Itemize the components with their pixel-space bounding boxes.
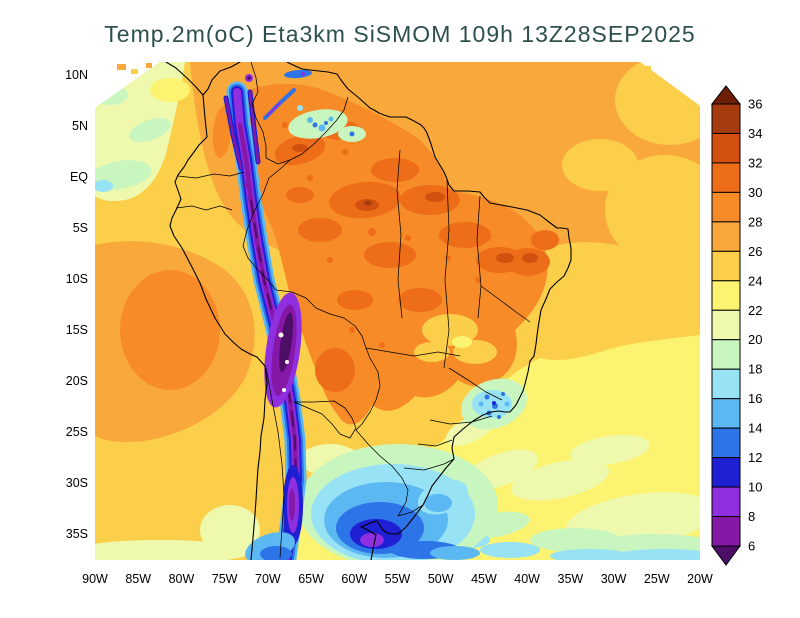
colorbar-segment: [711, 398, 741, 429]
political-borders: [175, 62, 531, 559]
colorbar-tick-label: 26: [748, 244, 762, 259]
santa-marta-spot: [244, 74, 253, 201]
guiana-highland-specks: [284, 69, 366, 142]
coastline-west: [169, 62, 268, 560]
temperature-field: [95, 62, 700, 560]
y-tick-label: 15S: [66, 323, 88, 337]
x-tick-label: 85W: [125, 572, 151, 586]
south-cold-pool: [298, 444, 498, 560]
colorbar-segment: [711, 221, 741, 252]
chart-title: Temp.2m(oC) Eta3km SiSMOM 109h 13Z28SEP2…: [104, 21, 695, 47]
colorbar-tick-label: 28: [748, 214, 762, 229]
x-tick-label: 80W: [169, 572, 195, 586]
y-tick-label: 30S: [66, 476, 88, 490]
x-tick-label: 55W: [385, 572, 411, 586]
x-tick-label: 25W: [644, 572, 670, 586]
colorbar-segment: [711, 309, 741, 341]
x-tick-label: 40W: [514, 572, 540, 586]
coastline-east: [286, 62, 572, 560]
x-tick-label: 90W: [82, 572, 108, 586]
altiplano-white-spots: [278, 332, 289, 392]
chile-coast-cool-strip: [245, 532, 295, 560]
colorbar-segment: [711, 280, 741, 311]
colorbar-segment: [711, 250, 741, 282]
colorbar-tick-label: 20: [748, 332, 762, 347]
colorbar-tick-label: 24: [748, 273, 762, 288]
colorbar-segment: [711, 457, 741, 488]
colorbar-tick-label: 18: [748, 362, 762, 377]
coastline-panama: [165, 62, 204, 96]
northwest-cool-wedge: [95, 62, 190, 202]
colorbar-segment: [711, 339, 741, 370]
colorbar: 36 34 32 30 28 26 24 22 20 18 16 14 12 10 8 6: [710, 85, 762, 566]
colorbar-tick-label: 10: [748, 480, 762, 495]
cerrado-cool-patches: [414, 314, 497, 364]
colorbar-tick-label: 14: [748, 421, 762, 436]
south-chile-core: [283, 465, 303, 545]
hot-spots-32-34: [292, 144, 538, 263]
colorbar-tick-label: 8: [748, 509, 755, 524]
colorbar-segment: [711, 162, 741, 193]
colorbar-tick-label: 22: [748, 303, 762, 318]
y-axis-labels: 10N 5N EQ 5S 10S 15S 20S 25S 30S 35S: [65, 68, 88, 541]
x-tick-label: 35W: [558, 572, 584, 586]
y-tick-label: 25S: [66, 425, 88, 439]
colorbar-tick-label: 32: [748, 155, 762, 170]
colorbar-tick-label: 34: [748, 126, 762, 141]
colorbar-arrow-up: [710, 85, 742, 105]
colorbar-tick-label: 36: [748, 97, 762, 112]
x-tick-label: 50W: [428, 572, 454, 586]
y-tick-label: 35S: [66, 527, 88, 541]
colorbar-segment: [711, 132, 741, 164]
altiplano-core: [264, 292, 302, 408]
colorbar-tick-label: 12: [748, 450, 762, 465]
y-tick-label: 5N: [72, 119, 88, 133]
x-tick-label: 30W: [601, 572, 627, 586]
x-tick-label: 75W: [212, 572, 238, 586]
colorbar-segment: [711, 368, 741, 400]
colorbar-segment: [711, 427, 741, 459]
x-tick-label: 45W: [471, 572, 497, 586]
x-tick-label: 70W: [255, 572, 281, 586]
colorbar-segment: [711, 486, 741, 518]
x-tick-label: 65W: [298, 572, 324, 586]
y-tick-label: 5S: [73, 221, 88, 235]
colorbar-tick-label: 6: [748, 539, 755, 554]
colorbar-tick-label: 16: [748, 391, 762, 406]
coastlines: [165, 62, 572, 560]
colorbar-arrow-down: [711, 545, 741, 566]
y-tick-label: EQ: [70, 170, 88, 184]
colorbar-segment: [711, 103, 741, 134]
colombia-cordillera-branches: [223, 88, 296, 171]
colorbar-segment: [711, 516, 741, 547]
y-tick-label: 10S: [66, 272, 88, 286]
x-tick-label: 20W: [687, 572, 713, 586]
x-tick-label: 60W: [341, 572, 367, 586]
y-tick-label: 10N: [65, 68, 88, 82]
y-tick-label: 20S: [66, 374, 88, 388]
x-axis-labels: 90W 85W 80W 75W 70W 65W 60W 55W 50W 45W 40W 35W 30W 2…: [82, 572, 713, 586]
colorbar-segment: [711, 191, 741, 223]
colorbar-tick-label: 30: [748, 185, 762, 200]
